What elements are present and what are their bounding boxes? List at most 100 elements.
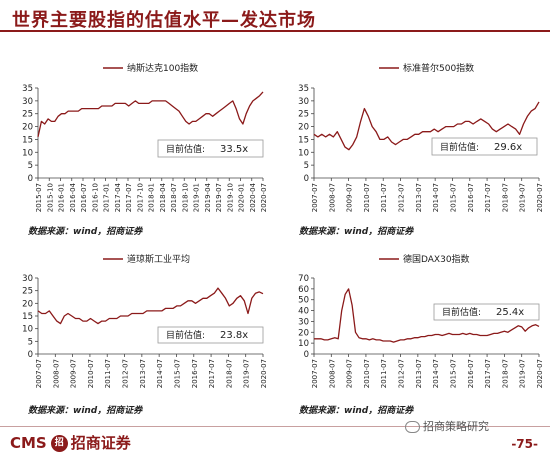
dji-y-tick-label: 0 — [28, 350, 33, 360]
dji-x-tick-label: 2007-07 — [35, 359, 43, 388]
nasdaq100-x-tick-label: 2016-04 — [69, 182, 77, 212]
dax30-x-tick-label: 2020-07 — [536, 359, 544, 388]
nasdaq100-y-tick-label: 35 — [22, 84, 33, 94]
dji-x-tick-label: 2016-07 — [191, 359, 199, 388]
sp500-y-tick-label: 20 — [298, 123, 309, 133]
dji-x-tick-label: 2012-07 — [122, 359, 130, 388]
dji-x-tick-label: 2015-07 — [173, 359, 181, 388]
dax30-x-tick-label: 2013-07 — [415, 359, 423, 388]
dji-x-tick-label: 2018-07 — [225, 359, 233, 388]
nasdaq100-x-tick-label: 2019-01 — [193, 183, 201, 212]
chart-source-dji: 数据来源：wind，招商证券 — [28, 406, 143, 416]
dji-y-tick-label: 10 — [22, 325, 33, 335]
nasdaq100-y-tick-label: 15 — [22, 135, 33, 145]
dji-x-tick-label: 2013-07 — [139, 359, 147, 388]
dax30-x-tick-label: 2012-07 — [398, 359, 406, 388]
dax30-y-tick-label: 30 — [298, 317, 309, 327]
nasdaq100-annotation-box — [157, 139, 264, 158]
sp500-x-tick-label: 2007-07 — [311, 183, 319, 212]
dax30-annotation-label: 目前估值: — [442, 306, 481, 318]
sp500-x-tick-label: 2008-07 — [328, 183, 336, 212]
title-divider — [0, 30, 550, 32]
nasdaq100-x-tick-label: 2015-07 — [35, 183, 43, 212]
wechat-icon — [405, 421, 420, 433]
nasdaq100-x-tick-label: 2017-07 — [125, 183, 133, 212]
dax30-y-tick-label: 20 — [298, 328, 309, 338]
sp500-annotation-label: 目前估值: — [440, 141, 479, 153]
sp500-x-tick-label: 2018-07 — [501, 183, 509, 212]
dji-x-tick-label: 2009-07 — [70, 359, 78, 388]
sp500-annotation-box — [431, 137, 538, 156]
sp500-x-tick-label: 2020-07 — [536, 183, 544, 212]
dax30-x-tick-label: 2019-07 — [519, 359, 527, 388]
nasdaq100-y-tick-label: 0 — [28, 174, 33, 184]
nasdaq100-x-tick-label: 2016-01 — [58, 183, 66, 212]
nasdaq100-x-tick-label: 2018-07 — [170, 183, 178, 212]
chart-source-dax30: 数据来源：wind，招商证券 — [299, 406, 414, 416]
dji-legend-label: 道琼斯工业平均 — [127, 253, 190, 265]
nasdaq100-y-tick-label: 30 — [22, 97, 33, 107]
nasdaq100-annotation-value: 33.5x — [220, 144, 248, 155]
dji-x-tick-label: 2014-07 — [156, 359, 164, 388]
nasdaq100-y-tick-label: 5 — [28, 161, 33, 171]
sp500-x-tick-label: 2019-07 — [519, 183, 527, 212]
sp500-y-tick-label: 5 — [304, 161, 309, 171]
dax30-legend-label: 德国DAX30指数 — [403, 253, 470, 265]
nasdaq100-x-tick-label: 2019-10 — [226, 183, 234, 212]
dax30-series-line — [314, 288, 540, 343]
dji-x-tick-label: 2017-07 — [208, 359, 216, 388]
dax30-y-tick-label: 10 — [298, 339, 309, 349]
page-number: -75- — [511, 437, 538, 451]
dax30-x-tick-label: 2010-07 — [363, 359, 371, 388]
sp500-x-tick-label: 2012-07 — [398, 183, 406, 212]
sp500-y-tick-label: 35 — [298, 84, 309, 94]
nasdaq100-x-tick-label: 2017-01 — [103, 183, 111, 212]
logo-name-text: 招商证券 — [70, 434, 131, 452]
dax30-annotation-value: 25.4x — [496, 307, 524, 318]
nasdaq100-x-tick-label: 2018-01 — [148, 183, 156, 212]
sp500-y-tick-label: 25 — [298, 110, 309, 120]
nasdaq100-x-tick-label: 2017-04 — [114, 182, 122, 212]
dax30-x-tick-label: 2007-07 — [311, 359, 319, 388]
dji-x-tick-label: 2019-07 — [243, 359, 251, 388]
nasdaq100-x-tick-label: 2015-10 — [46, 183, 54, 212]
nasdaq100-x-tick-label: 2018-10 — [181, 183, 189, 212]
chart-panel-sp500: 0 5 10 15 20 25 30 35 2007-07 2008-07 2009-07 2010-… — [284, 58, 546, 223]
dji-y-tick-label: 5 — [28, 337, 33, 347]
sp500-y-tick-label: 15 — [298, 135, 309, 145]
nasdaq100-series-line — [37, 91, 264, 138]
sp500-legend-label: 标准普尔500指数 — [403, 62, 474, 74]
dax30-x-tick-label: 2017-07 — [484, 359, 492, 388]
nasdaq100-legend-label: 纳斯达克100指数 — [127, 62, 198, 74]
sp500-x-tick-label: 2009-07 — [346, 183, 354, 212]
sp500-x-tick-label: 2014-07 — [432, 183, 440, 212]
chart-panel-dax30: 0 10 20 30 40 50 60 70 2007-07 2008-07 2009-07 2010… — [284, 250, 546, 400]
dax30-x-tick-label: 2008-07 — [328, 359, 336, 388]
dji-annotation-value: 23.8x — [220, 330, 248, 341]
company-logo: CMS 招招商证券 — [10, 432, 131, 453]
nasdaq100-y-tick-label: 20 — [22, 123, 33, 133]
dji-series-line — [37, 287, 264, 325]
dax30-x-tick-label: 2015-07 — [449, 359, 457, 388]
sp500-x-tick-label: 2010-07 — [363, 183, 371, 212]
sp500-x-tick-label: 2017-07 — [484, 183, 492, 212]
nasdaq100-x-tick-label: 2020-04 — [249, 182, 257, 212]
dji-x-tick-label: 2020-07 — [260, 359, 268, 388]
dax30-annotation-box — [433, 303, 540, 321]
dji-x-tick-label: 2008-07 — [52, 359, 60, 388]
dji-x-tick-label: 2010-07 — [87, 359, 95, 388]
chart-source-nasdaq100: 数据来源：wind，招商证券 — [28, 227, 143, 237]
dax30-y-tick-label: 70 — [298, 274, 309, 284]
dax30-x-tick-label: 2018-07 — [501, 359, 509, 388]
nasdaq100-x-tick-label: 2020-07 — [260, 183, 268, 212]
nasdaq100-y-tick-label: 10 — [22, 148, 33, 158]
dji-annotation-box — [157, 326, 264, 344]
dax30-y-tick-label: 60 — [298, 285, 309, 295]
chart-source-sp500: 数据来源：wind，招商证券 — [299, 227, 414, 237]
dji-y-tick-label: 15 — [22, 312, 33, 322]
nasdaq100-x-tick-label: 2016-10 — [91, 183, 99, 212]
nasdaq100-x-tick-label: 2018-04 — [159, 182, 167, 212]
dji-y-tick-label: 25 — [22, 287, 33, 297]
wechat-text: 招商策略研究 — [423, 420, 489, 433]
dax30-y-tick-label: 40 — [298, 307, 309, 317]
